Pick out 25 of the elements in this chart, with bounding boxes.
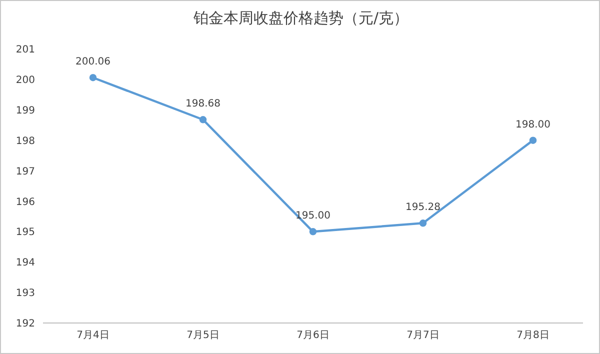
- y-tick-label: 193: [16, 288, 35, 300]
- y-tick-label: 197: [16, 166, 35, 178]
- x-tick-label: 7月6日: [296, 330, 330, 342]
- y-tick-label: 199: [16, 105, 35, 116]
- y-tick-label: 200: [16, 74, 35, 86]
- text: 198.00: [516, 119, 550, 130]
- y-tick-label: 201: [16, 44, 35, 56]
- text: 200.06: [76, 56, 110, 68]
- point: [89, 74, 97, 82]
- point: [199, 116, 207, 124]
- x-tick-label: 7月5日: [186, 330, 220, 342]
- y-tick-label: 198: [16, 136, 35, 147]
- chart-title: 铂金本周收盘价格趋势（元/克）: [192, 9, 410, 28]
- point: [419, 220, 427, 227]
- x-tick-label: 7月8日: [516, 330, 550, 342]
- text: 198.68: [186, 98, 220, 110]
- x-tick-label: 7月7日: [406, 330, 440, 342]
- y-tick-label: 196: [16, 196, 35, 208]
- text: 195.28: [406, 202, 440, 214]
- y-tick-label: 195: [16, 227, 35, 238]
- y-tick-label: 194: [16, 258, 35, 269]
- point: [529, 136, 537, 144]
- x-tick-label: 7月4日: [76, 330, 110, 342]
- point: [309, 228, 317, 236]
- y-tick-label: 192: [16, 318, 35, 330]
